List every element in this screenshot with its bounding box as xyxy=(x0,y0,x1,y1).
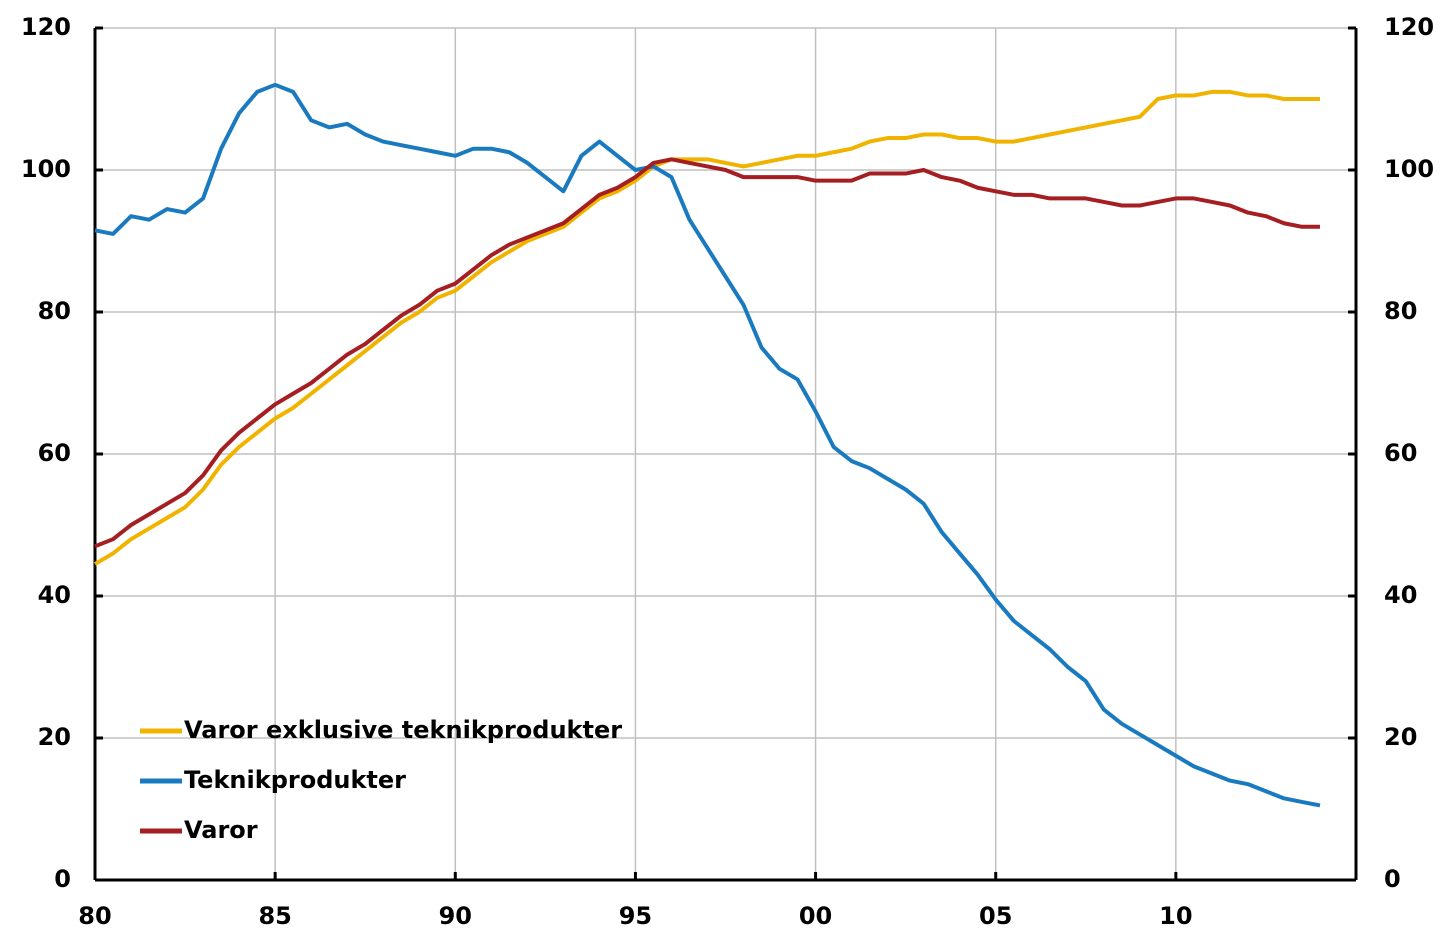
y-tick-label: 100 xyxy=(21,155,71,183)
x-tick-label: 05 xyxy=(979,902,1012,930)
y-tick-label: 120 xyxy=(21,13,71,41)
x-tick-label: 80 xyxy=(78,902,111,930)
y-tick-label: 0 xyxy=(54,865,71,893)
y2-tick-label: 20 xyxy=(1384,723,1417,751)
x-tick-label: 85 xyxy=(258,902,291,930)
x-tick-label: 10 xyxy=(1159,902,1192,930)
legend-label: Varor exklusive teknikprodukter xyxy=(184,716,622,744)
y-tick-label: 60 xyxy=(38,439,71,467)
y-tick-label: 20 xyxy=(38,723,71,751)
y2-tick-label: 100 xyxy=(1384,155,1434,183)
series-line xyxy=(94,82,1321,808)
x-tick-label: 00 xyxy=(799,902,832,930)
x-tick-label: 95 xyxy=(619,902,652,930)
y-tick-label: 40 xyxy=(38,581,71,609)
y2-tick-label: 80 xyxy=(1384,297,1417,325)
legend-label: Varor xyxy=(184,816,258,844)
y2-tick-label: 0 xyxy=(1384,865,1401,893)
series-line xyxy=(93,89,1320,566)
y2-tick-label: 60 xyxy=(1384,439,1417,467)
y-tick-label: 80 xyxy=(38,297,71,325)
x-tick-label: 90 xyxy=(439,902,472,930)
legend-label: Teknikprodukter xyxy=(184,766,406,794)
series-line xyxy=(94,157,1320,549)
y2-tick-label: 120 xyxy=(1384,13,1434,41)
y2-tick-label: 40 xyxy=(1384,581,1417,609)
